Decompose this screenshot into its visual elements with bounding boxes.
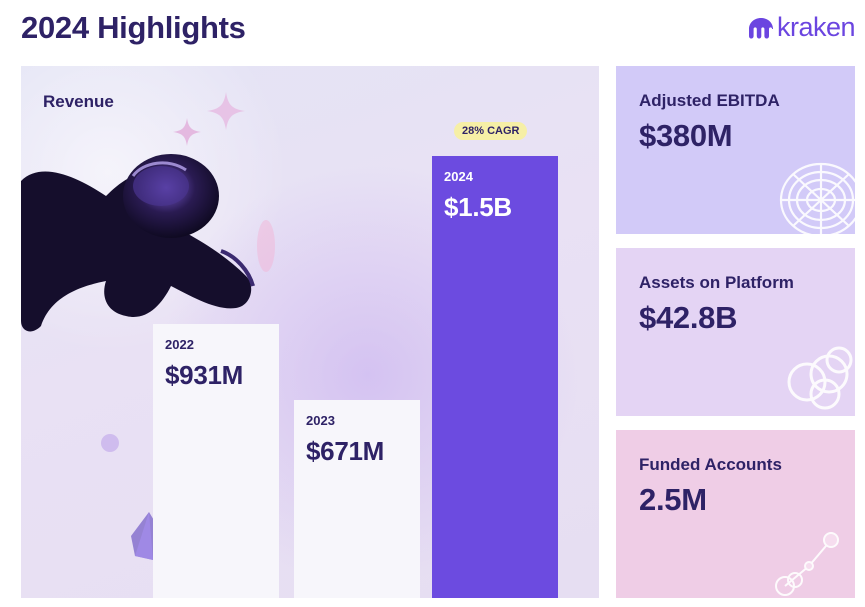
bar-2024: 2024 $1.5B [432,156,558,598]
kpi-label: Assets on Platform [639,273,794,292]
orb-icon [101,434,119,452]
bar-year-label: 2023 [306,413,335,429]
sparkle-icon [207,92,245,130]
kpi-label: Funded Accounts [639,455,782,474]
bar-value-label: $931M [165,359,243,390]
kpi-card-assets-on-platform: Assets on Platform $42.8B [616,248,855,416]
kraken-logo-icon [748,17,773,38]
cagr-badge: 28% CAGR [454,122,528,140]
kpi-value: $380M [639,118,733,153]
astronaut-illustration [21,154,255,332]
revenue-chart-panel: Revenue 28% CAGR 2022 $931M 20 [21,66,599,598]
bar-year-label: 2022 [165,336,194,352]
flower-sculpture-icon [779,162,855,234]
molecule-icon [775,532,839,596]
bar-value-label: $1.5B [444,192,512,222]
blur-blob-icon [257,220,275,272]
page-title: 2024 Highlights [21,10,246,45]
bar-2023: 2023 $671M [294,400,420,598]
bar-value-label: $671M [306,436,384,467]
kpi-value: 2.5M [639,482,707,517]
kpi-card-adjusted-ebitda: Adjusted EBITDA $380M [616,66,855,234]
kpi-card-funded-accounts: Funded Accounts 2.5M [616,430,855,598]
chart-title: Revenue [43,92,114,111]
bar-2022: 2022 $931M [153,323,279,598]
kpi-value: $42.8B [639,300,738,335]
logo-text: kraken [776,12,856,42]
glass-rings-icon [787,346,853,410]
sparkle-icon [173,118,201,146]
bar-year-label: 2024 [444,169,473,184]
kraken-logo: kraken [748,12,856,43]
kpi-label: Adjusted EBITDA [639,91,780,110]
